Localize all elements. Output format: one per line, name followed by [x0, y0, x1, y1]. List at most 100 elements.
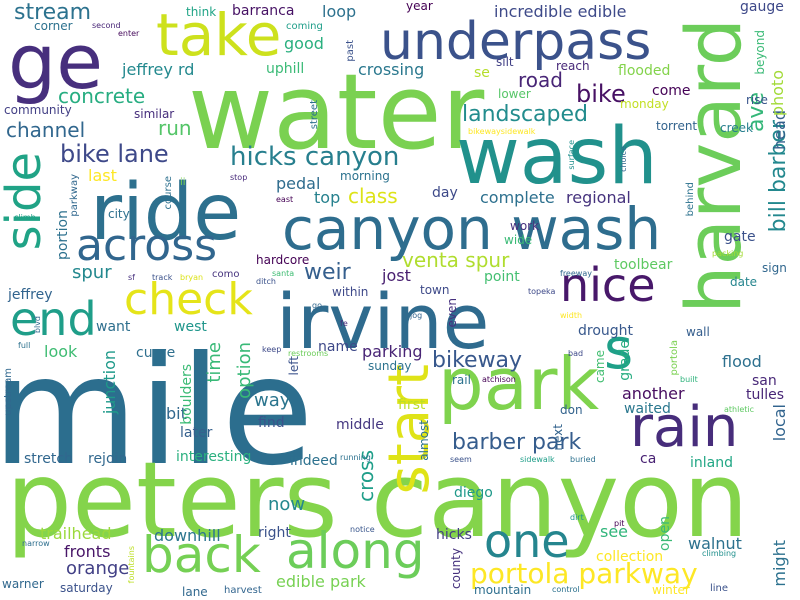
word-hicks-canyon: hicks canyon — [230, 142, 400, 172]
word-santa: santa — [272, 269, 295, 278]
word-jog: jog — [410, 311, 423, 320]
word-regional: regional — [566, 188, 631, 207]
word-crossing: crossing — [358, 60, 425, 79]
word-local: local — [770, 404, 789, 442]
word-work: work — [510, 219, 540, 233]
word-indeed: indeed — [290, 453, 338, 469]
word-control: control — [552, 585, 580, 594]
word-community: community — [4, 103, 72, 117]
word-see: see — [600, 522, 629, 541]
word-flood: flood — [722, 352, 762, 371]
word-next: next — [551, 424, 565, 451]
word-barranca: barranca — [232, 3, 295, 19]
word-back: back — [142, 526, 261, 584]
word-left: left — [287, 356, 301, 376]
word-flooded: flooded — [618, 63, 671, 79]
word-day: day — [432, 185, 458, 201]
word-spur: spur — [72, 262, 112, 283]
word-fe: fe — [340, 319, 348, 328]
word-end: end — [10, 292, 97, 346]
word-might: might — [770, 540, 789, 587]
word-orange: orange — [66, 558, 130, 579]
word-ii: ii — [180, 177, 186, 188]
word-point: point — [484, 269, 520, 285]
word-city: city — [108, 207, 130, 221]
word-bikewaysidewalk: bikewaysidewalk — [468, 127, 536, 136]
word-harvest: harvest — [224, 585, 262, 596]
word-stop: stop — [230, 173, 248, 182]
word-portion: portion — [55, 210, 71, 261]
word-weir: weir — [304, 260, 351, 285]
word-width: width — [560, 311, 583, 320]
word-come: come — [652, 83, 691, 99]
word-rain: rain — [630, 395, 739, 460]
word-behind: behind — [685, 182, 696, 217]
word-way: way — [254, 390, 291, 411]
word-creek: creek — [720, 121, 753, 135]
word-bikeway: bikeway — [432, 348, 523, 373]
word-rail: rail — [452, 373, 471, 387]
word-fountains: fountains — [127, 546, 136, 584]
word-one: one — [484, 514, 570, 568]
word-landscaped: landscaped — [462, 102, 589, 127]
word-east: east — [276, 195, 294, 204]
word-climb: climb — [14, 213, 36, 222]
word-even: even — [445, 298, 459, 328]
word-gauge: gauge — [740, 0, 784, 15]
word-saturday: saturday — [60, 581, 113, 595]
word-pit: pit — [614, 519, 625, 528]
word-venta-spur: venta spur — [402, 248, 510, 272]
word-hicks: hicks — [436, 527, 472, 543]
word-good: good — [284, 34, 324, 53]
word-irvine: irvine — [276, 277, 490, 366]
word-ge: ge — [8, 17, 103, 106]
word-notice: notice — [350, 525, 375, 534]
word-como: como — [212, 269, 240, 280]
word-stretch: stretch — [24, 451, 73, 467]
word-keep: keep — [262, 345, 282, 354]
word-peters-canyon: peters canyon — [6, 439, 749, 561]
word-boulders: boulders — [179, 364, 195, 425]
word-find: find — [258, 415, 285, 431]
word-another: another — [622, 384, 685, 403]
word-stream: stream — [14, 0, 92, 25]
word-jeffrey-rd: jeffrey rd — [122, 60, 195, 79]
word-monday: monday — [620, 97, 669, 111]
word-option: option — [234, 342, 255, 399]
word-lane: lane — [182, 585, 208, 599]
word-corner: corner — [34, 19, 73, 33]
word-sunday: sunday — [368, 359, 412, 373]
word-coming: coming — [286, 21, 323, 32]
word-last: last — [88, 166, 117, 185]
word-class: class — [348, 184, 398, 208]
word-curve: curve — [136, 345, 176, 361]
word-san: san — [752, 373, 777, 389]
word-bike-lane: bike lane — [60, 140, 169, 168]
word-edible-park: edible park — [276, 572, 366, 591]
word-drought: drought — [578, 323, 634, 339]
word-pedal: pedal — [276, 174, 321, 193]
word-choice: choice — [619, 146, 628, 172]
word-built: built — [680, 375, 698, 384]
word-road: road — [518, 68, 563, 92]
word-surface: surface — [567, 140, 576, 170]
word-restrooms: restrooms — [288, 349, 329, 358]
word-wall: wall — [686, 325, 710, 339]
word-second: second — [92, 21, 121, 30]
word-county: county — [449, 548, 463, 589]
word-buried: buried — [570, 455, 596, 464]
word-downhill: downhill — [154, 526, 221, 545]
word-sign: sign — [762, 261, 787, 275]
word-full: full — [18, 341, 31, 350]
word-beyond: beyond — [753, 30, 767, 75]
word-grade: grade — [617, 340, 633, 381]
word-toolbear: toolbear — [614, 257, 673, 273]
word-morning: morning — [340, 169, 390, 183]
word-athletic: athletic — [724, 405, 755, 414]
word-winter: winter — [652, 583, 690, 597]
word-want: want — [96, 319, 131, 335]
word-check: check — [124, 274, 253, 325]
word-trailhead: trailhead — [40, 524, 112, 543]
word-collection: collection — [596, 549, 664, 565]
